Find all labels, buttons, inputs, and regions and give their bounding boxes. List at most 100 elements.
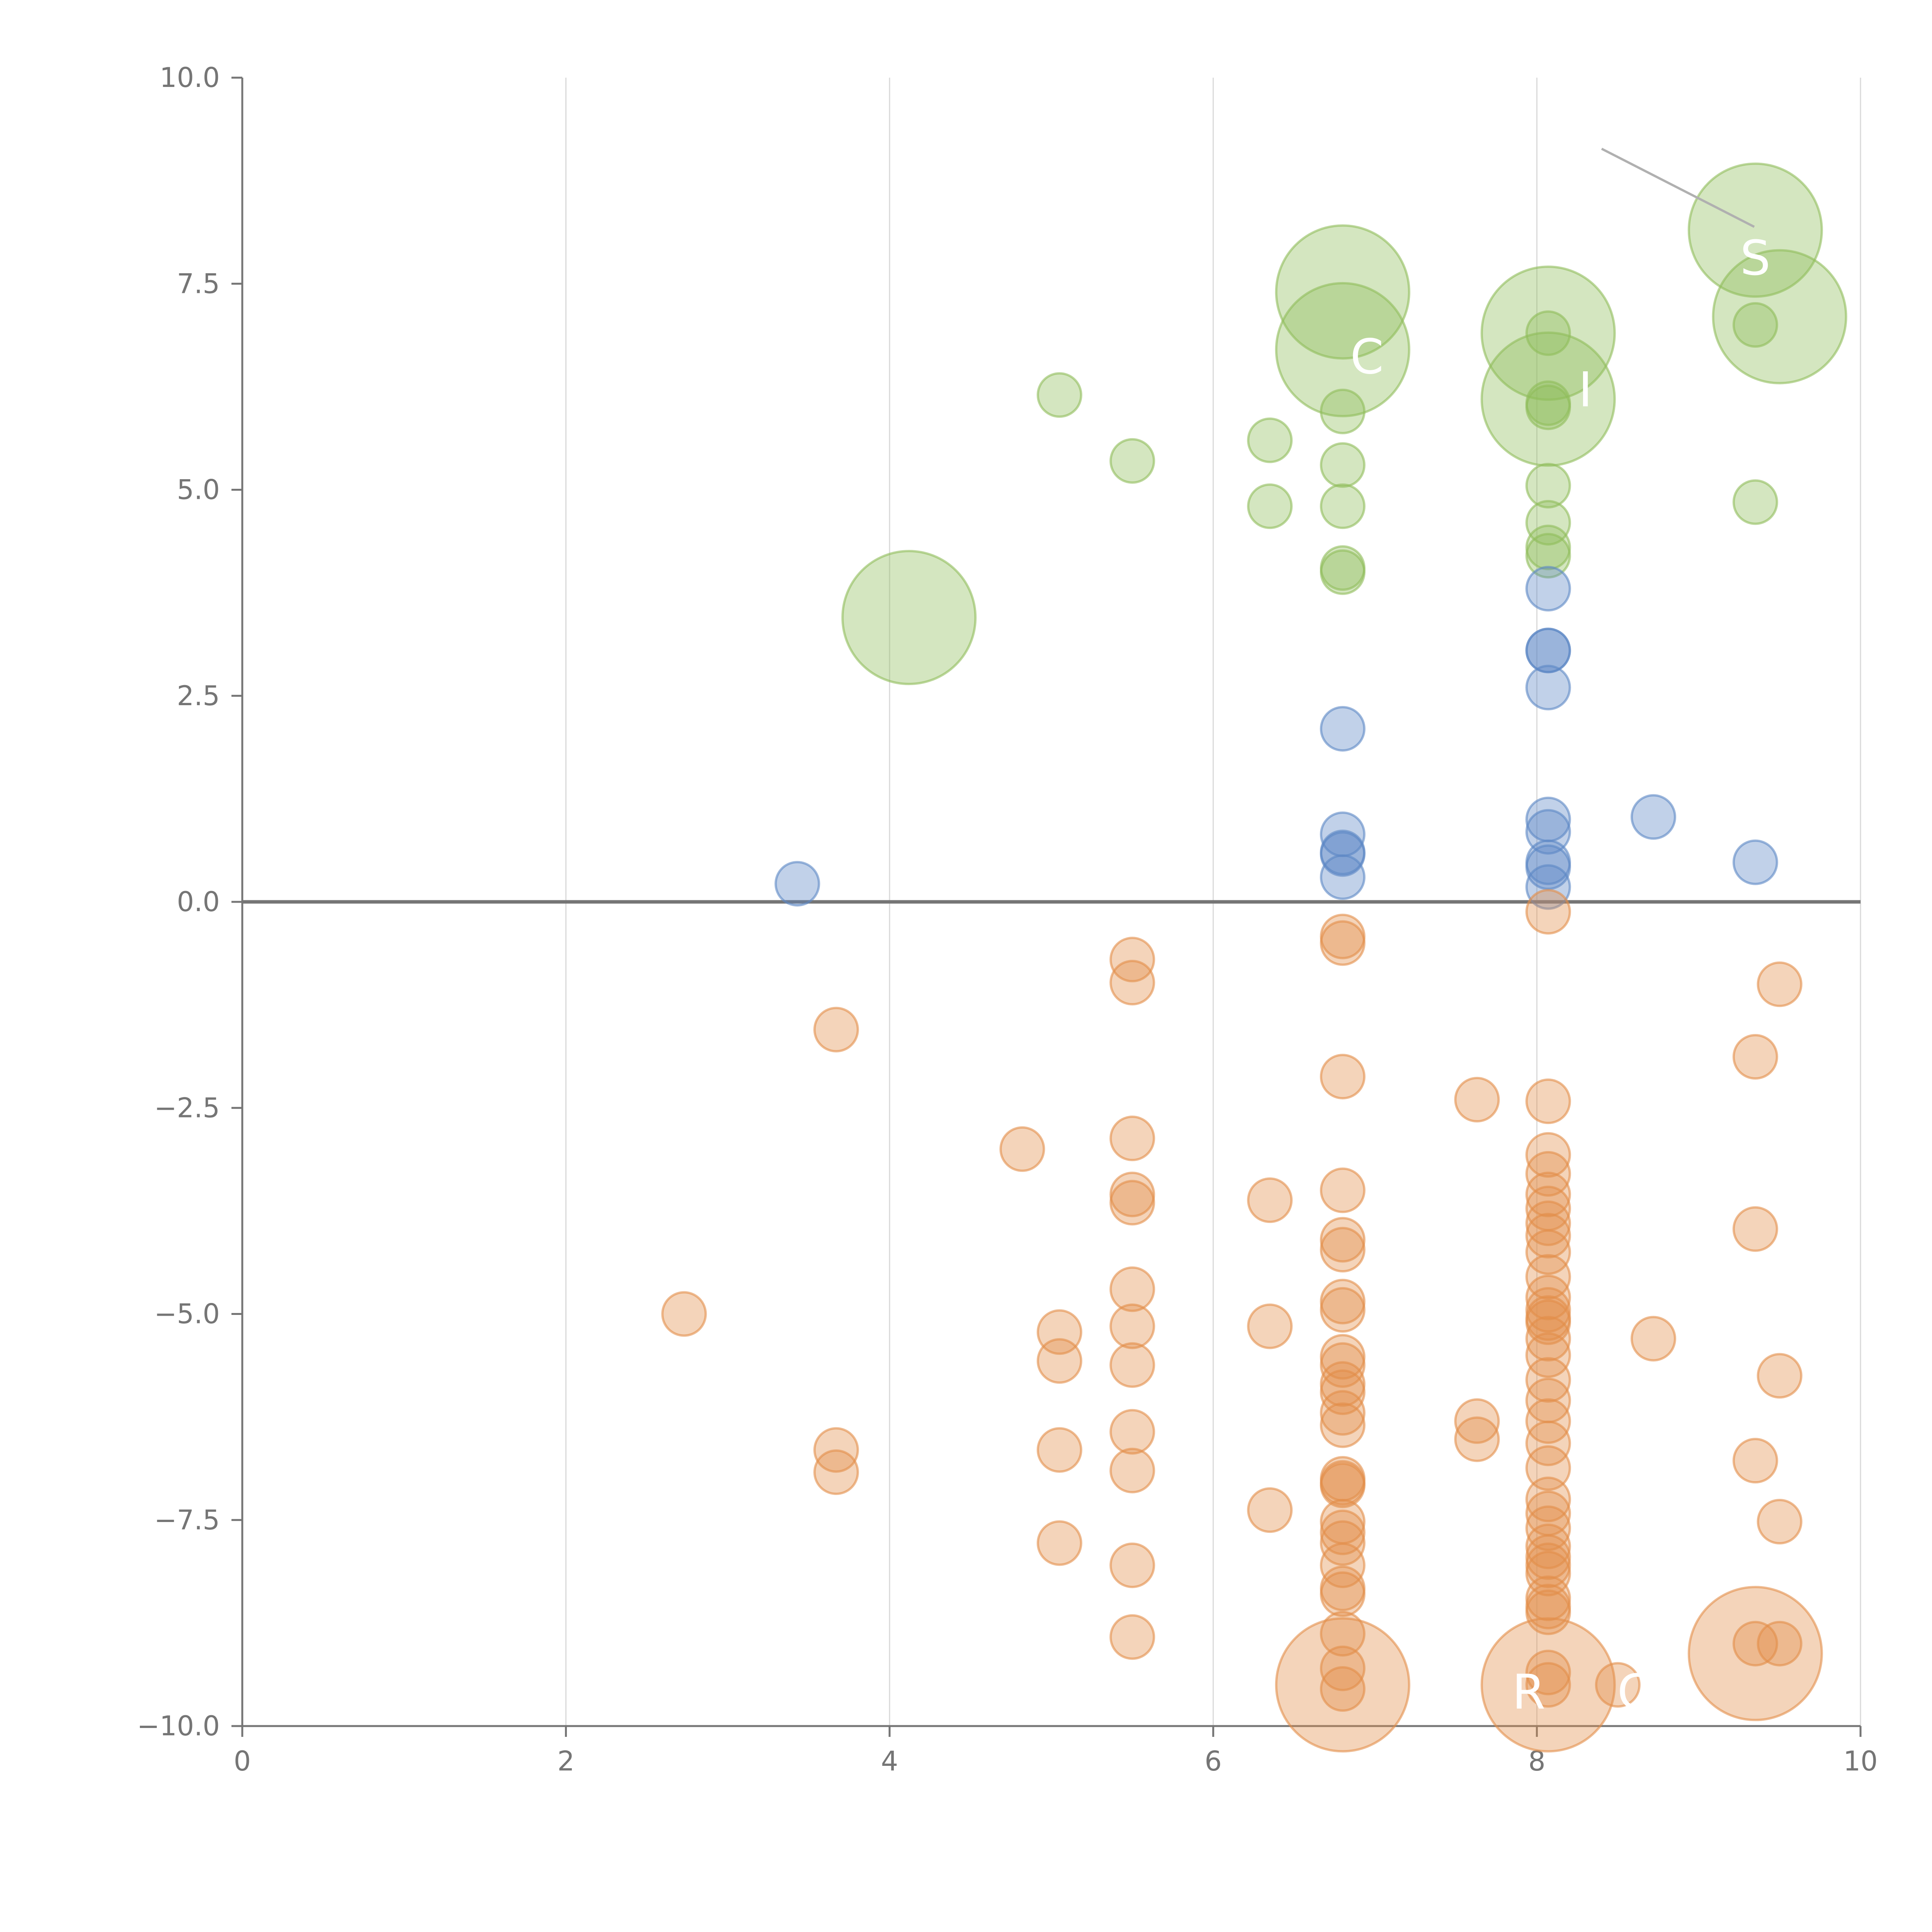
x-tick-label: 10	[1843, 1745, 1878, 1777]
data-point	[1109, 1342, 1155, 1388]
data-point	[1757, 1499, 1803, 1545]
x-tick-label: 0	[234, 1745, 251, 1777]
bubble-label: S	[1740, 230, 1770, 286]
x-tick-label: 4	[881, 1745, 898, 1777]
data-point	[1732, 302, 1778, 348]
data-point	[1320, 706, 1366, 752]
y-tick-label: −2.5	[154, 1092, 220, 1124]
data-point	[1109, 438, 1155, 484]
data-point	[1525, 1316, 1571, 1362]
data-point	[1525, 1213, 1571, 1259]
y-tick-label: 0.0	[177, 886, 220, 918]
data-point	[813, 1449, 859, 1495]
data-point	[1712, 249, 1847, 384]
y-axis-ticks: 10.0 7.5 5.0 2.5 0.0 −2.5 −5.0 −7.5 −10.0	[137, 62, 242, 1742]
data-point	[1525, 665, 1571, 711]
data-point	[1525, 1589, 1571, 1635]
data-point	[1320, 1402, 1366, 1448]
data-point	[1247, 483, 1293, 529]
data-point	[1525, 889, 1571, 935]
data-point	[999, 1126, 1045, 1172]
data-point	[1525, 628, 1571, 673]
data-point	[1320, 549, 1366, 595]
data-point	[1109, 1116, 1155, 1162]
data-point	[1109, 1303, 1155, 1349]
leader-line	[1601, 148, 1755, 228]
data-points	[661, 162, 1847, 1753]
data-point	[1320, 920, 1366, 966]
data-point	[1109, 1614, 1155, 1660]
data-point	[1525, 864, 1571, 910]
data-point	[1525, 1650, 1571, 1696]
data-point	[1320, 388, 1366, 434]
y-tick-label: 2.5	[177, 680, 220, 712]
data-point	[1320, 1227, 1366, 1273]
data-point	[1757, 1621, 1803, 1667]
data-point	[1036, 1520, 1082, 1566]
data-point	[1109, 937, 1155, 983]
data-point	[1525, 1662, 1571, 1708]
y-tick-label: −5.0	[154, 1298, 220, 1330]
data-point	[1595, 1662, 1641, 1708]
data-point	[1320, 483, 1366, 529]
data-point	[1732, 839, 1778, 885]
y-tick-label: 5.0	[177, 474, 220, 506]
data-point	[1525, 500, 1571, 546]
data-point	[1525, 1524, 1571, 1570]
data-point	[1320, 1054, 1366, 1100]
data-point	[1320, 831, 1366, 877]
data-point	[1525, 463, 1571, 509]
data-point	[1109, 1180, 1155, 1226]
x-tick-label: 2	[557, 1745, 575, 1777]
data-point	[1732, 1206, 1778, 1252]
data-point	[1525, 566, 1571, 612]
data-point	[1525, 1445, 1571, 1491]
data-point	[1525, 1551, 1571, 1597]
data-point	[1687, 1586, 1823, 1721]
data-point	[1525, 1332, 1571, 1378]
bubble-label: C	[1617, 1665, 1651, 1720]
data-point	[1036, 1427, 1082, 1473]
data-point	[1275, 224, 1410, 360]
data-point	[1320, 1611, 1366, 1657]
data-point	[1732, 1621, 1778, 1667]
data-point	[1320, 1342, 1366, 1388]
data-point	[1732, 1438, 1778, 1484]
data-point	[1320, 1666, 1366, 1712]
data-point	[1732, 1034, 1778, 1080]
data-point	[1732, 479, 1778, 525]
data-point	[1109, 1266, 1155, 1312]
x-tick-label: 6	[1205, 1745, 1222, 1777]
data-point	[774, 861, 820, 907]
data-point	[1320, 1571, 1366, 1617]
data-point	[1687, 162, 1823, 298]
data-point	[1320, 442, 1366, 488]
data-point	[1320, 854, 1366, 900]
data-point	[1525, 384, 1571, 430]
data-point	[1109, 1543, 1155, 1588]
bubble-label: C	[1350, 329, 1384, 385]
data-point	[1320, 1463, 1366, 1509]
x-axis-ticks: 0 2 4 6 8 10	[234, 1726, 1878, 1777]
data-point	[1525, 1420, 1571, 1466]
data-point	[1525, 1299, 1571, 1345]
data-point	[1247, 417, 1293, 463]
data-point	[1275, 1617, 1410, 1753]
data-point	[1480, 1617, 1616, 1753]
data-point	[1454, 1398, 1500, 1444]
bubble-label: I	[1578, 362, 1593, 418]
axes	[241, 78, 1861, 1727]
data-point	[1109, 1409, 1155, 1455]
data-point	[1275, 282, 1410, 417]
data-point	[1525, 1132, 1571, 1178]
data-point	[661, 1291, 707, 1337]
data-point	[1036, 1338, 1082, 1384]
data-point	[1757, 1353, 1803, 1399]
data-point	[841, 550, 977, 685]
data-point	[1320, 1167, 1366, 1213]
bubble-annotations: S C I R C	[1350, 148, 1770, 1720]
data-point	[813, 1007, 859, 1053]
data-point	[1247, 1177, 1293, 1223]
data-point	[1525, 533, 1571, 579]
